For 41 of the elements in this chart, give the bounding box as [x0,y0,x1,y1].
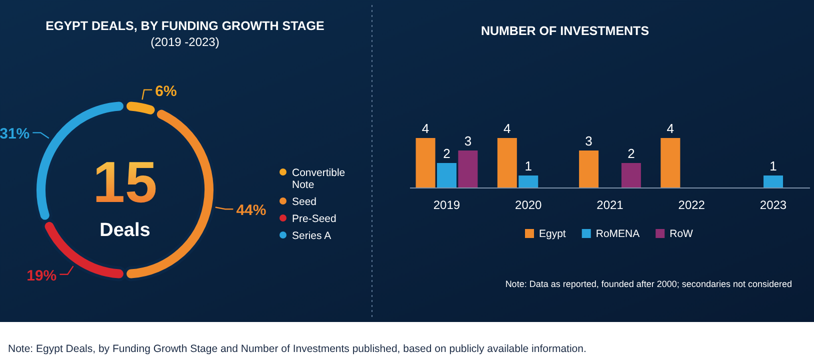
data-label: 2 [443,146,450,161]
chart-title: EGYPT DEALS, BY FUNDING GROWTH STAGE [46,19,324,33]
bar [416,138,436,188]
bar [621,163,641,188]
chart-title: NUMBER OF INVESTMENTS [480,24,650,38]
legend-label: RoMENA [596,228,640,240]
legend-label: Seed [292,196,317,208]
bar [660,138,680,188]
x-tick-label: 2020 [515,198,542,212]
legend-label: Pre-Seed [292,213,337,225]
data-label: 4 [422,121,430,136]
data-label: 19% [26,267,57,284]
data-label: 44% [236,202,266,220]
data-label: 6% [155,82,177,100]
data-label: 1 [524,158,532,174]
text: 15 [92,150,158,215]
x-tick-label: 2021 [596,198,624,212]
legend-label: Egypt [539,228,566,240]
text: Note: Data as reported, founded after 2000; secondaries not considered [505,279,792,289]
data-label: 3 [464,134,472,148]
x-tick-label: 2023 [760,198,787,212]
x-tick-label: 2022 [678,198,706,212]
data-label: 3 [585,134,592,148]
data-label: 4 [666,121,674,136]
legend-label: RoW [670,228,694,240]
bar [518,176,538,188]
data-label: 4 [504,121,511,136]
bar [579,150,599,188]
chart-subtitle: (2019 -2023) [150,35,220,49]
bar [458,150,478,188]
bar [764,176,784,188]
legend-label: Convertible Note [292,167,346,191]
x-tick-label: 2019 [433,198,460,212]
legend-label: Series A [292,230,332,242]
text: Note: Egypt Deals, by Funding Growth Stage and Number of Investments published, based on publicly available information. [8,343,586,355]
data-label: 31% [0,126,30,143]
data-label: 1 [770,158,777,174]
text: Deals [100,220,150,241]
data-label: 2 [628,146,635,161]
bar [436,163,456,188]
bar [497,138,517,188]
